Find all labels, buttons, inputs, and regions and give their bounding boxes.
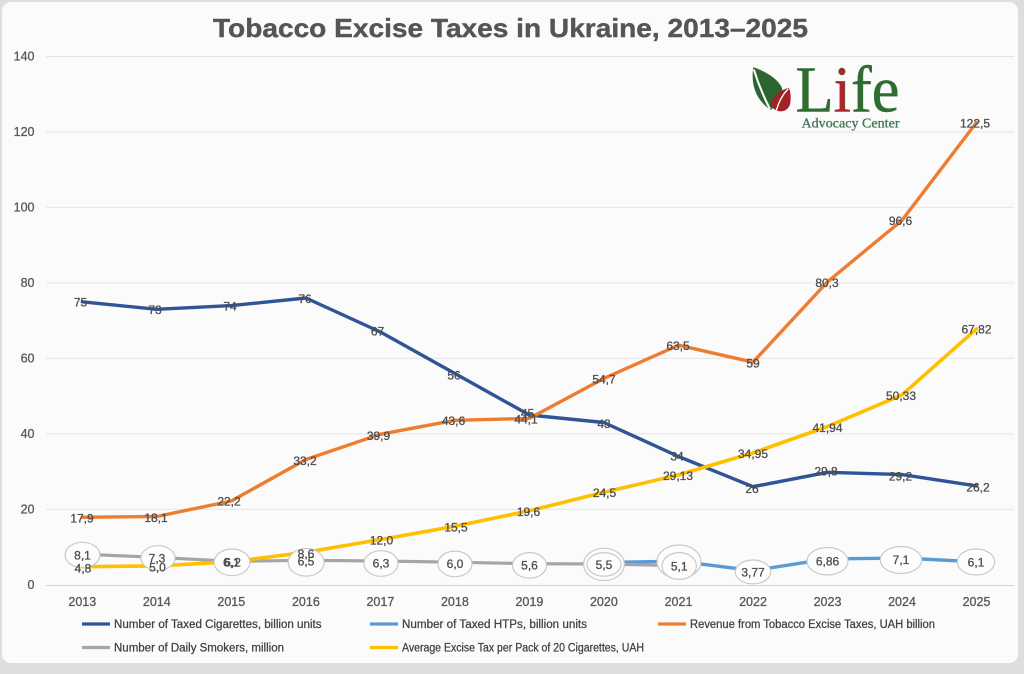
svg-text:29,13: 29,13 <box>663 469 693 483</box>
svg-text:Revenue from Tobacco Excise Ta: Revenue from Tobacco Excise Taxes, UAH b… <box>690 619 935 631</box>
svg-text:120: 120 <box>14 125 35 139</box>
svg-text:12,0: 12,0 <box>370 534 394 548</box>
svg-text:22,2: 22,2 <box>217 495 241 509</box>
svg-text:5,6: 5,6 <box>521 559 538 573</box>
svg-text:45: 45 <box>521 407 535 421</box>
svg-text:15,5: 15,5 <box>444 521 468 535</box>
svg-text:20: 20 <box>21 502 35 516</box>
svg-text:8,6: 8,6 <box>298 547 315 561</box>
svg-text:73: 73 <box>148 303 162 317</box>
svg-text:26,2: 26,2 <box>966 481 990 495</box>
svg-text:2020: 2020 <box>590 595 618 609</box>
svg-text:Life: Life <box>796 54 900 127</box>
svg-text:34: 34 <box>670 450 684 464</box>
svg-text:Number of Daily Smokers, milli: Number of Daily Smokers, million <box>114 643 284 655</box>
svg-text:Tobacco Excise Taxes in Ukrain: Tobacco Excise Taxes in Ukraine, 2013–20… <box>213 13 808 43</box>
svg-text:56: 56 <box>447 369 461 383</box>
svg-text:2023: 2023 <box>814 595 842 609</box>
svg-text:Number of Taxed Cigarettes, bi: Number of Taxed Cigarettes, billion unit… <box>114 619 322 631</box>
svg-text:2014: 2014 <box>143 595 171 609</box>
svg-text:67: 67 <box>371 325 385 339</box>
svg-text:39,9: 39,9 <box>367 429 391 443</box>
svg-text:63,5: 63,5 <box>666 339 690 353</box>
svg-text:18,1: 18,1 <box>144 511 168 525</box>
svg-text:33,2: 33,2 <box>293 454 317 468</box>
svg-text:2018: 2018 <box>441 595 469 609</box>
svg-text:67,82: 67,82 <box>961 323 991 337</box>
svg-text:2017: 2017 <box>366 595 394 609</box>
svg-text:5,5: 5,5 <box>596 558 613 572</box>
svg-text:4,8: 4,8 <box>75 562 92 576</box>
svg-text:Average Excise Tax per Pack of: Average Excise Tax per Pack of 20 Cigare… <box>402 643 644 655</box>
svg-text:76: 76 <box>298 292 312 306</box>
svg-text:50,33: 50,33 <box>886 389 916 403</box>
svg-text:6,1: 6,1 <box>223 556 240 570</box>
svg-text:2025: 2025 <box>963 595 991 609</box>
svg-text:6,3: 6,3 <box>373 557 390 571</box>
svg-text:54,7: 54,7 <box>592 373 616 387</box>
svg-text:41,94: 41,94 <box>812 421 842 435</box>
svg-text:2016: 2016 <box>292 595 320 609</box>
svg-text:2024: 2024 <box>888 595 916 609</box>
svg-text:24,5: 24,5 <box>593 486 617 500</box>
svg-text:29,8: 29,8 <box>814 465 838 479</box>
svg-text:2019: 2019 <box>515 595 543 609</box>
svg-text:5,1: 5,1 <box>671 560 688 574</box>
svg-text:100: 100 <box>14 200 35 214</box>
svg-text:6,5: 6,5 <box>298 555 315 569</box>
svg-text:75: 75 <box>74 296 88 310</box>
svg-text:80: 80 <box>21 276 35 290</box>
svg-text:2021: 2021 <box>665 595 693 609</box>
svg-text:43: 43 <box>597 417 611 431</box>
svg-text:59: 59 <box>746 357 760 371</box>
svg-text:17,9: 17,9 <box>70 512 94 526</box>
svg-text:43,6: 43,6 <box>442 414 466 428</box>
svg-text:6,1: 6,1 <box>968 555 985 569</box>
svg-text:8,1: 8,1 <box>74 549 91 563</box>
svg-text:Advocacy Center: Advocacy Center <box>802 116 900 131</box>
svg-text:19,6: 19,6 <box>517 505 541 519</box>
svg-text:80,3: 80,3 <box>815 276 839 290</box>
svg-text:2013: 2013 <box>68 595 96 609</box>
svg-text:7,3: 7,3 <box>149 552 166 566</box>
svg-text:0: 0 <box>28 578 35 592</box>
svg-text:7,1: 7,1 <box>893 553 910 567</box>
svg-text:2015: 2015 <box>217 595 245 609</box>
svg-text:5,0: 5,0 <box>149 561 166 575</box>
svg-text:60: 60 <box>21 351 35 365</box>
svg-text:6,2: 6,2 <box>224 555 241 569</box>
svg-text:6,0: 6,0 <box>447 557 464 571</box>
svg-text:140: 140 <box>14 50 35 64</box>
svg-text:26: 26 <box>745 482 759 496</box>
svg-text:29,2: 29,2 <box>889 470 913 484</box>
svg-text:122,5: 122,5 <box>960 117 990 131</box>
svg-text:2022: 2022 <box>739 595 767 609</box>
svg-text:40: 40 <box>21 427 35 441</box>
svg-text:44,1: 44,1 <box>514 413 538 427</box>
svg-text:3,77: 3,77 <box>741 565 765 579</box>
svg-text:34,95: 34,95 <box>738 447 768 461</box>
svg-text:6,86: 6,86 <box>816 554 840 568</box>
svg-text:74: 74 <box>223 300 237 314</box>
svg-text:96,6: 96,6 <box>889 214 913 228</box>
svg-text:Number of Taxed HTPs, billion: Number of Taxed HTPs, billion units <box>402 619 587 631</box>
